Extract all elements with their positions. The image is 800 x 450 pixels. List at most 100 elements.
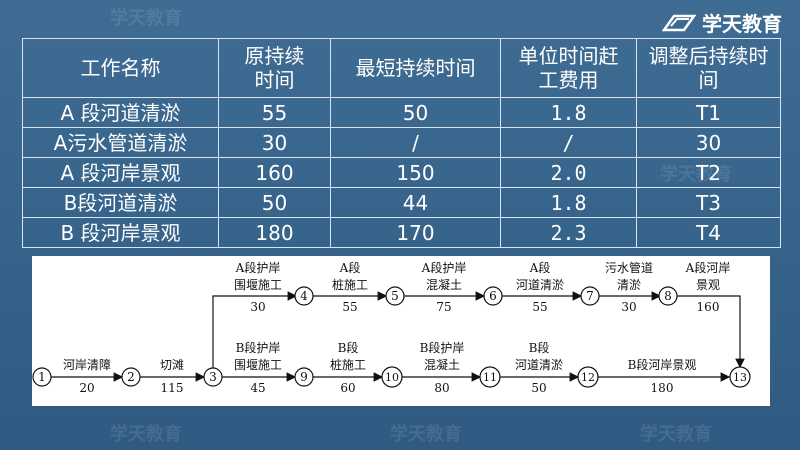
cell-adjusted: T2 [636, 157, 781, 188]
activity-duration: 75 [436, 300, 451, 314]
cell-cost: 1.8 [500, 187, 637, 218]
cell-name: B 段河岸景观 [22, 217, 219, 248]
activity-duration: 160 [697, 300, 720, 314]
activity-name: 河道清淤 [515, 358, 563, 372]
table-row: B 段河岸景观 180 170 2.3 T4 [22, 217, 781, 248]
node-label-12: 12 [581, 371, 595, 384]
brand-logo: 学天教育 [662, 8, 782, 37]
node-label-3: 3 [209, 370, 217, 384]
cell-name: A 段河岸景观 [22, 157, 219, 188]
activity-name: A段 [529, 260, 551, 275]
brand-mark-icon [662, 14, 696, 31]
activity-name: 围堰施工 [234, 358, 282, 372]
activity-name: B段护岸 [420, 340, 465, 355]
node-label-11: 11 [483, 371, 497, 384]
cell-original: 160 [218, 157, 331, 188]
header-adjusted-duration: 调整后持续时间 [636, 38, 781, 98]
node-label-10: 10 [385, 371, 399, 384]
activity-name: 混凝土 [426, 277, 462, 292]
activity-name: 河道清淤 [516, 278, 564, 292]
node-10 [381, 366, 403, 388]
node-12 [577, 366, 599, 388]
watermark: 学天教育 [110, 8, 182, 29]
activity-name: 切滩 [160, 358, 184, 372]
cell-original: 180 [218, 217, 331, 248]
table-row: A 段河岸景观 160 150 2.0 T2 [22, 157, 781, 188]
activity-name: A段河岸 [685, 260, 731, 275]
node-label-13: 13 [733, 371, 747, 384]
activity-duration: 50 [531, 381, 546, 395]
node-label-1: 1 [38, 370, 46, 384]
table-row: A污水管道清淤 30 / / 30 [22, 127, 781, 158]
cell-cost: 2.3 [500, 217, 637, 248]
activity-name: B段护岸 [236, 340, 281, 355]
watermark: 学天教育 [110, 424, 182, 445]
activity-duration: 20 [79, 381, 94, 395]
activity-duration: 30 [250, 300, 265, 314]
work-table: 工作名称 原持续时间 最短持续时间 单位时间赶工费用 调整后持续时间 A 段河道… [22, 38, 781, 248]
activity-duration: 80 [434, 381, 449, 395]
watermark: 学天教育 [390, 424, 462, 445]
cell-min: 170 [330, 217, 501, 248]
activity-name: A段护岸 [421, 260, 467, 275]
node-11 [479, 366, 501, 388]
activity-name: 桩施工 [330, 357, 366, 372]
activity-duration: 45 [250, 381, 265, 395]
cell-adjusted: T4 [636, 217, 781, 248]
activity-name: B段 [338, 340, 359, 355]
cell-adjusted: T1 [636, 97, 781, 128]
node-4 [294, 286, 314, 306]
cell-min: 50 [330, 97, 501, 128]
node-9 [294, 367, 314, 387]
cell-cost: 1.8 [500, 97, 637, 128]
activity-name: B段河岸景观 [628, 357, 697, 372]
cell-min: 44 [330, 187, 501, 218]
activity-duration: 180 [651, 381, 674, 395]
activity-name: A段护岸 [235, 260, 281, 275]
node-6 [483, 286, 503, 306]
node-label-9: 9 [300, 370, 308, 384]
node-label-2: 2 [127, 370, 135, 384]
cell-name: A 段河道清淤 [22, 97, 219, 128]
activity-duration: 55 [532, 300, 547, 314]
network-diagram: 1 2 3 4 5 6 7 8 9 10 11 12 13 河岸清障 20 切滩… [32, 256, 770, 406]
activity-name: 围堰施工 [234, 278, 282, 292]
node-8 [658, 286, 678, 306]
table-row: B段河道清淤 50 44 1.8 T3 [22, 187, 781, 218]
node-label-6: 6 [489, 289, 497, 303]
header-original-duration: 原持续时间 [218, 38, 331, 98]
header-work-name: 工作名称 [22, 38, 219, 98]
node-2 [121, 367, 141, 387]
activity-duration: 55 [342, 300, 357, 314]
activity-name: 清淤 [617, 278, 641, 292]
node-5 [385, 286, 405, 306]
cell-name: A污水管道清淤 [22, 127, 219, 158]
activity-name: 河岸清障 [63, 357, 111, 372]
activity-name: 混凝土 [424, 357, 460, 372]
node-13 [729, 366, 751, 388]
node-label-5: 5 [391, 289, 399, 303]
cell-name: B段河道清淤 [22, 187, 219, 218]
table-row: A 段河道清淤 55 50 1.8 T1 [22, 97, 781, 128]
node-7 [580, 286, 600, 306]
node-label-8: 8 [664, 289, 672, 303]
watermark: 学天教育 [640, 424, 712, 445]
table-header-row: 工作名称 原持续时间 最短持续时间 单位时间赶工费用 调整后持续时间 [22, 38, 781, 98]
node-3 [203, 367, 223, 387]
cell-original: 55 [218, 97, 331, 128]
activity-name: 污水管道 [605, 260, 653, 275]
cell-adjusted: T3 [636, 187, 781, 218]
node-label-7: 7 [586, 289, 594, 303]
activity-name: B段 [529, 340, 550, 355]
cell-cost: 2.0 [500, 157, 637, 188]
arrow-3-4 [212, 291, 298, 368]
activity-name: 桩施工 [332, 277, 368, 292]
cell-adjusted: 30 [636, 127, 781, 158]
cell-cost: / [500, 127, 637, 158]
cell-min: / [330, 127, 501, 158]
activity-duration: 60 [340, 381, 355, 395]
node-1 [32, 367, 52, 387]
activity-name: 景观 [696, 278, 720, 292]
brand-name: 学天教育 [702, 12, 782, 36]
cell-original: 30 [218, 127, 331, 158]
